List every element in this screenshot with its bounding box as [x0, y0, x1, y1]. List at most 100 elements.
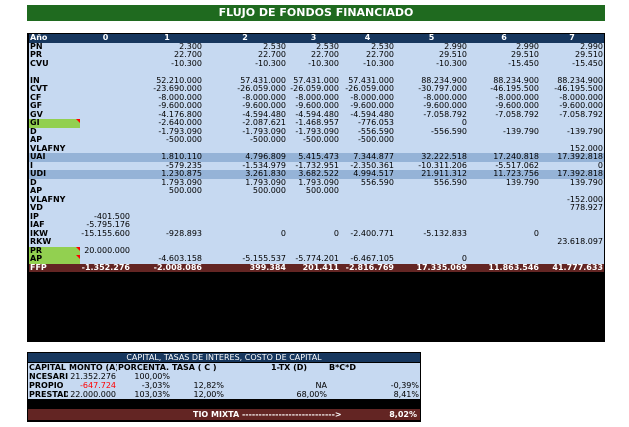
value-cell[interactable] — [287, 204, 340, 213]
value-cell[interactable]: -8.000.000 — [203, 93, 287, 102]
value-cell[interactable] — [80, 51, 131, 60]
value-cell[interactable]: -139.790 — [540, 127, 604, 136]
capital-value-cell[interactable] — [225, 372, 270, 381]
value-cell[interactable]: 41.777.633 — [540, 263, 604, 272]
value-cell[interactable]: 2.990 — [395, 42, 468, 51]
value-cell[interactable] — [80, 161, 131, 170]
value-cell[interactable]: 0 — [468, 229, 540, 238]
value-cell[interactable] — [395, 238, 468, 247]
value-cell[interactable] — [540, 229, 604, 238]
row-label-cell[interactable]: IAF — [29, 221, 80, 230]
value-cell[interactable]: -15.450 — [468, 59, 540, 68]
value-cell[interactable] — [340, 195, 395, 204]
value-cell[interactable] — [395, 68, 468, 77]
row-label-cell[interactable]: AP — [29, 187, 80, 196]
value-cell[interactable]: 500.000 — [131, 187, 203, 196]
value-cell[interactable]: 1.793.090 — [287, 178, 340, 187]
value-cell[interactable] — [540, 221, 604, 230]
value-cell[interactable]: 29.510 — [395, 51, 468, 60]
value-cell[interactable]: -1.468.957 — [287, 119, 340, 128]
value-cell[interactable]: -500.000 — [131, 136, 203, 145]
value-cell[interactable]: 0 — [395, 255, 468, 264]
value-cell[interactable]: -26.059.000 — [340, 85, 395, 94]
value-cell[interactable]: -1.732.951 — [287, 161, 340, 170]
value-cell[interactable]: 0 — [80, 34, 131, 43]
value-cell[interactable]: -776.053 — [340, 119, 395, 128]
value-cell[interactable] — [203, 195, 287, 204]
value-cell[interactable]: 556.590 — [340, 178, 395, 187]
value-cell[interactable] — [468, 136, 540, 145]
value-cell[interactable]: -4.603.158 — [131, 255, 203, 264]
value-cell[interactable]: 11.723.756 — [468, 170, 540, 179]
row-label-cell[interactable]: VD — [29, 204, 80, 213]
row-label-cell[interactable]: CVT — [29, 85, 80, 94]
value-cell[interactable]: -46.195.500 — [540, 85, 604, 94]
value-cell[interactable]: 139.790 — [540, 178, 604, 187]
value-cell[interactable] — [80, 144, 131, 153]
value-cell[interactable]: 201.411 — [287, 263, 340, 272]
value-cell[interactable] — [80, 195, 131, 204]
value-cell[interactable]: 29.510 — [468, 51, 540, 60]
row-label-cell[interactable]: FFP — [29, 263, 80, 272]
value-cell[interactable] — [395, 212, 468, 221]
value-cell[interactable]: -23.690.000 — [131, 85, 203, 94]
row-label-cell[interactable]: D — [29, 127, 80, 136]
capital-value-cell[interactable]: NA — [270, 381, 328, 390]
value-cell[interactable]: -579.235 — [131, 161, 203, 170]
value-cell[interactable] — [540, 187, 604, 196]
value-cell[interactable]: -7.058.792 — [540, 110, 604, 119]
value-cell[interactable] — [131, 246, 203, 255]
value-cell[interactable] — [468, 255, 540, 264]
capital-label-cell[interactable]: NCESARIO — [28, 372, 68, 381]
value-cell[interactable] — [80, 59, 131, 68]
row-label-cell[interactable]: Año — [29, 34, 80, 43]
value-cell[interactable] — [540, 246, 604, 255]
value-cell[interactable]: 88.234.900 — [468, 76, 540, 85]
value-cell[interactable]: 7 — [540, 34, 604, 43]
value-cell[interactable]: -8.000.000 — [287, 93, 340, 102]
capital-value-cell[interactable]: 22.000.000 — [68, 390, 117, 399]
value-cell[interactable] — [540, 255, 604, 264]
value-cell[interactable] — [203, 238, 287, 247]
capital-value-cell[interactable]: 68,00% — [270, 390, 328, 399]
value-cell[interactable] — [80, 119, 131, 128]
row-label-cell[interactable]: UDI — [29, 170, 80, 179]
value-cell[interactable] — [340, 246, 395, 255]
value-cell[interactable] — [80, 93, 131, 102]
value-cell[interactable] — [340, 238, 395, 247]
value-cell[interactable]: -8.000.000 — [395, 93, 468, 102]
row-label-cell[interactable]: VLAFNY — [29, 144, 80, 153]
value-cell[interactable]: 0 — [540, 161, 604, 170]
value-cell[interactable]: 139.790 — [468, 178, 540, 187]
row-label-cell[interactable]: UAI — [29, 153, 80, 162]
value-cell[interactable]: 5 — [395, 34, 468, 43]
value-cell[interactable]: 2.990 — [540, 42, 604, 51]
value-cell[interactable]: -10.300 — [395, 59, 468, 68]
value-cell[interactable]: 29.510 — [540, 51, 604, 60]
value-cell[interactable]: -9.600.000 — [287, 102, 340, 111]
value-cell[interactable] — [395, 136, 468, 145]
row-label-cell[interactable]: GF — [29, 102, 80, 111]
value-cell[interactable] — [80, 153, 131, 162]
row-label-cell[interactable]: GI — [29, 119, 80, 128]
value-cell[interactable] — [80, 238, 131, 247]
value-cell[interactable]: -1.793.090 — [287, 127, 340, 136]
capital-value-cell[interactable]: 12,82% — [171, 381, 225, 390]
row-label-cell[interactable]: D — [29, 178, 80, 187]
value-cell[interactable]: 778.927 — [540, 204, 604, 213]
value-cell[interactable] — [80, 170, 131, 179]
row-label-cell[interactable]: VLAFNY — [29, 195, 80, 204]
value-cell[interactable] — [468, 68, 540, 77]
value-cell[interactable] — [131, 221, 203, 230]
value-cell[interactable] — [468, 238, 540, 247]
row-label-cell[interactable]: PN — [29, 42, 80, 51]
value-cell[interactable]: -5.155.537 — [203, 255, 287, 264]
value-cell[interactable] — [203, 204, 287, 213]
value-cell[interactable]: 2 — [203, 34, 287, 43]
value-cell[interactable] — [203, 246, 287, 255]
value-cell[interactable] — [80, 204, 131, 213]
capital-value-cell[interactable]: 21.352.276 — [68, 372, 117, 381]
value-cell[interactable]: 22.700 — [203, 51, 287, 60]
capital-value-cell[interactable] — [270, 372, 328, 381]
value-cell[interactable]: -5.132.833 — [395, 229, 468, 238]
